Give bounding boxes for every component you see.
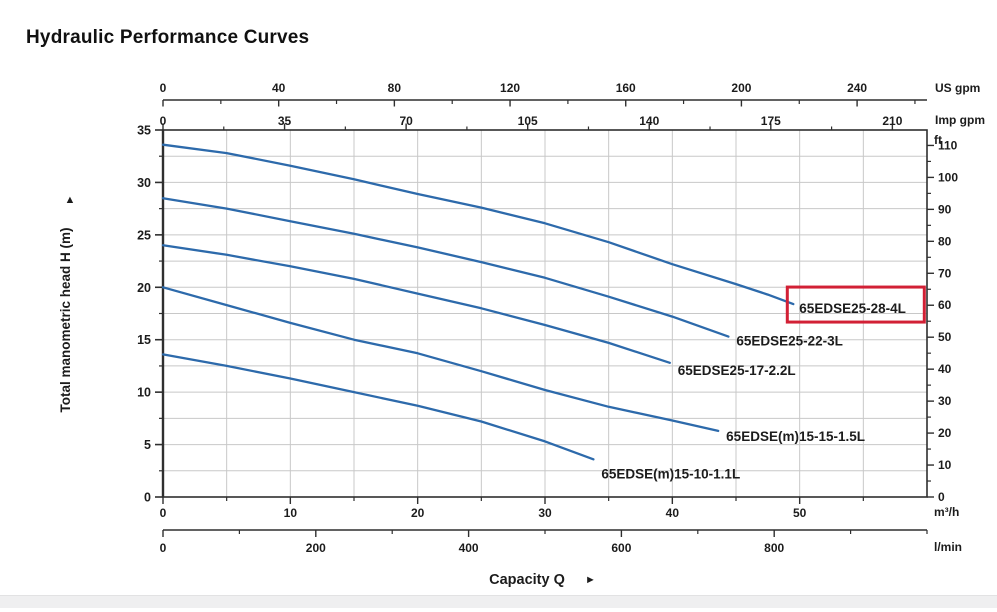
head-tick-label: 25 [137,228,151,242]
footer-strip [0,595,997,608]
ft-tick-label: 30 [938,394,952,408]
impgpm-tick-label: 35 [278,114,292,128]
curve-label: 65EDSE25-17-2.2L [678,363,796,378]
x-axis-title: Capacity Q [489,572,565,588]
curve-label: 65EDSE(m)15-10-1.1L [601,466,740,481]
ft-tick-label: 100 [938,170,958,184]
ft-tick-label: 40 [938,362,952,376]
lmin-tick-label: 200 [306,541,326,555]
head-tick-label: 20 [137,281,151,295]
y-axis-title: Total manometric head H (m) [58,227,73,412]
m3h-tick-label: 10 [284,506,298,520]
ft-tick-label: 0 [938,490,945,504]
y-axis-arrow-icon: ▲ [65,194,76,206]
usgpm-tick-label: 80 [388,81,402,95]
m3h-tick-label: 30 [538,506,552,520]
ft-unit-label: ft [934,133,942,147]
usgpm-unit-label: US gpm [935,81,980,95]
ft-tick-label: 10 [938,458,952,472]
m3h-tick-label: 20 [411,506,425,520]
curve-65EDSE(m)15-10-1.1L [161,353,595,461]
usgpm-tick-label: 120 [500,81,520,95]
impgpm-tick-label: 210 [882,114,902,128]
head-tick-label: 0 [144,491,151,505]
curve-label: 65EDSE25-28-4L [799,301,906,316]
impgpm-tick-label: 0 [160,114,167,128]
ft-tick-label: 60 [938,298,952,312]
ft-tick-label: 20 [938,426,952,440]
impgpm-tick-label: 140 [639,114,659,128]
m3h-unit-label: m³/h [934,505,959,519]
ft-tick-label: 50 [938,330,952,344]
curve-65EDSE25-17-2.2L [161,244,671,364]
page-title: Hydraulic Performance Curves [26,26,310,48]
head-tick-label: 5 [144,438,151,452]
impgpm-tick-label: 175 [761,114,781,128]
usgpm-tick-label: 40 [272,81,286,95]
head-tick-label: 15 [137,333,151,347]
lmin-unit-label: l/min [934,540,962,554]
m3h-tick-label: 50 [793,506,807,520]
usgpm-tick-label: 200 [731,81,751,95]
lmin-tick-label: 0 [160,541,167,555]
curve-65EDSE25-22-3L [161,197,730,338]
impgpm-unit-label: Imp gpm [935,113,985,127]
head-tick-label: 35 [137,124,151,138]
curve-label: 65EDSE(m)15-15-1.5L [726,429,865,444]
x-axis-arrow-icon: ► [585,574,596,586]
lmin-tick-label: 600 [611,541,631,555]
highlight-box [785,285,926,324]
ft-tick-label: 80 [938,234,952,248]
usgpm-tick-label: 240 [847,81,867,95]
m3h-tick-label: 0 [160,506,167,520]
usgpm-tick-label: 0 [160,81,167,95]
lmin-tick-label: 400 [459,541,479,555]
head-tick-label: 30 [137,176,151,190]
ft-tick-label: 70 [938,266,952,280]
impgpm-tick-label: 105 [518,114,538,128]
curve-label: 65EDSE25-22-3L [736,334,843,349]
m3h-tick-label: 40 [666,506,680,520]
ft-tick-label: 110 [938,138,958,152]
usgpm-tick-label: 160 [616,81,636,95]
impgpm-tick-label: 70 [399,114,413,128]
curve-65EDSE25-28-4L [161,143,795,306]
ft-tick-label: 90 [938,202,952,216]
head-tick-label: 10 [137,386,151,400]
curve-65EDSE(m)15-15-1.5L [161,286,720,433]
lmin-tick-label: 800 [764,541,784,555]
